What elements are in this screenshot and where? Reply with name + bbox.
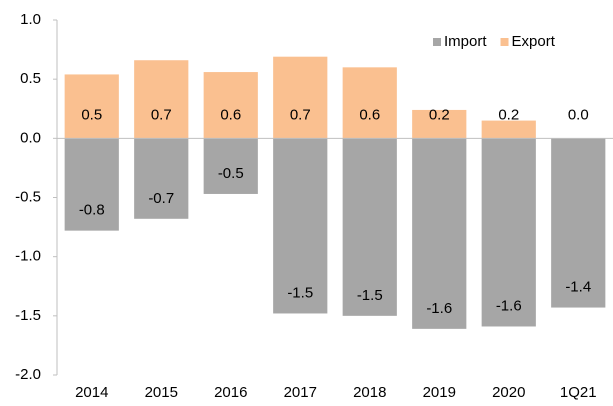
- y-tick-label: 0.5: [20, 70, 41, 87]
- bar: [342, 138, 397, 316]
- data-label: -1.6: [496, 297, 522, 314]
- data-label: -1.5: [357, 287, 383, 304]
- bar: [203, 72, 258, 139]
- data-label: 0.2: [429, 106, 450, 123]
- data-label: 0.0: [568, 106, 589, 123]
- bar: [481, 120, 536, 139]
- legend-label: Import: [444, 33, 487, 50]
- data-label: 0.5: [81, 106, 102, 123]
- data-label: 0.7: [151, 106, 172, 123]
- legend-swatch: [433, 38, 441, 46]
- data-label: -1.5: [287, 284, 313, 301]
- bar: [412, 138, 467, 329]
- x-tick-label: 2018: [353, 384, 386, 401]
- bar: [273, 138, 328, 314]
- data-label: 0.7: [290, 106, 311, 123]
- data-label: 0.6: [220, 106, 241, 123]
- legend-swatch: [500, 38, 509, 46]
- x-tick-label: 2016: [214, 384, 247, 401]
- bar: [273, 56, 328, 139]
- y-tick-label: 0.0: [20, 129, 41, 146]
- data-label: -0.7: [148, 190, 174, 207]
- bar: [342, 67, 397, 139]
- x-tick-label: 2014: [75, 384, 108, 401]
- y-tick-label: 1.0: [20, 11, 41, 28]
- bar: [64, 74, 119, 139]
- data-label: -1.6: [426, 300, 452, 317]
- bar: [134, 60, 189, 139]
- x-tick-label: 2020: [492, 384, 525, 401]
- bar: [134, 138, 189, 219]
- bar: [64, 138, 119, 231]
- y-tick-label: -0.5: [15, 188, 41, 205]
- data-label: -0.5: [218, 165, 244, 182]
- y-tick-label: -1.5: [15, 307, 41, 324]
- x-tick-label: 2015: [145, 384, 178, 401]
- data-label: 0.6: [359, 106, 380, 123]
- x-tick-label: 2017: [284, 384, 317, 401]
- bar: [203, 138, 258, 194]
- bar: [481, 138, 536, 327]
- legend-label: Export: [512, 33, 556, 50]
- data-label: -1.4: [565, 279, 591, 296]
- bar: [412, 109, 467, 139]
- x-tick-label: 1Q21: [560, 384, 597, 401]
- y-tick-label: -2.0: [15, 366, 41, 383]
- x-tick-label: 2019: [423, 384, 456, 401]
- data-label: 0.2: [498, 106, 519, 123]
- data-label: -0.8: [79, 202, 105, 219]
- bar: [551, 138, 606, 308]
- y-tick-label: -1.0: [15, 248, 41, 265]
